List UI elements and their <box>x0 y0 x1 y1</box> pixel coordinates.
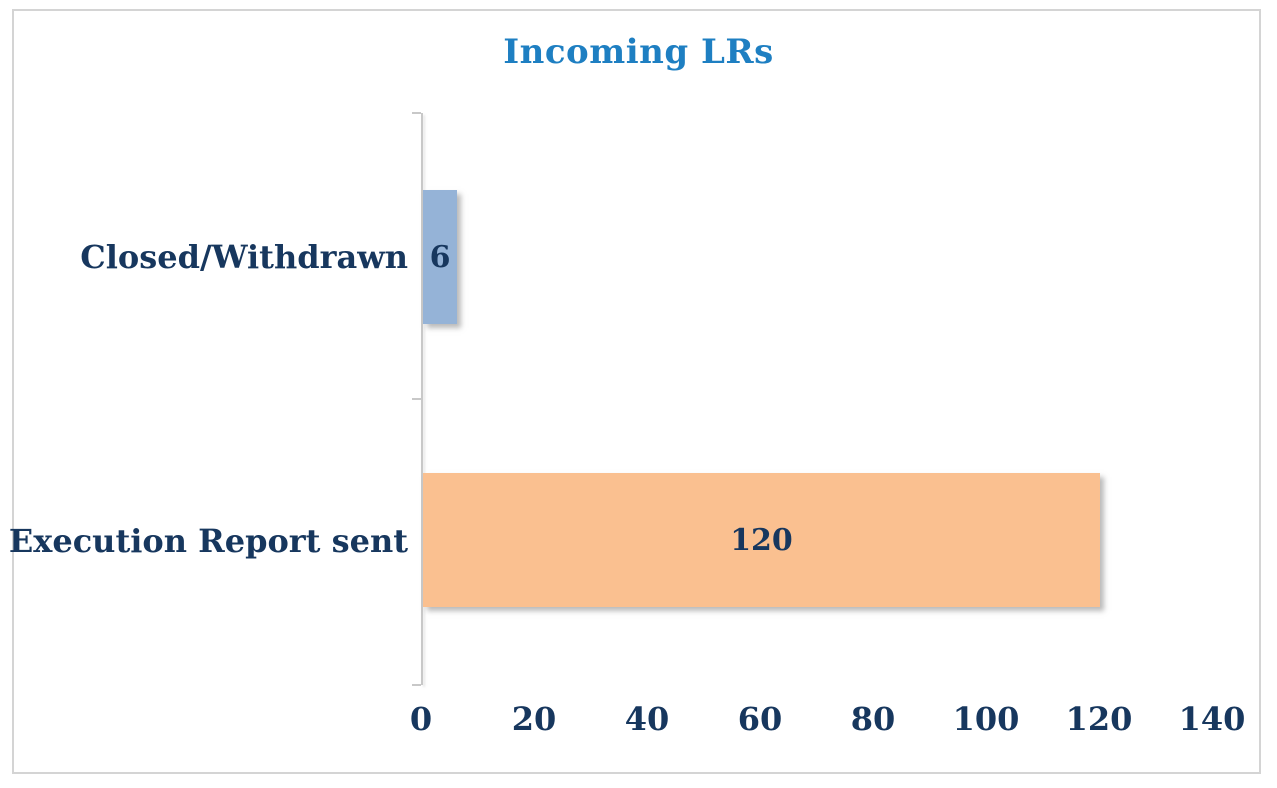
axis-tick <box>412 684 421 686</box>
x-tick-label: 100 <box>952 700 1020 738</box>
bar-value-label: 6 <box>429 239 451 275</box>
category-label-closed-withdrawn: Closed/Withdrawn <box>80 238 408 276</box>
category-axis-line <box>421 113 423 685</box>
x-tick-label: 0 <box>409 700 433 738</box>
x-tick-label: 80 <box>850 700 896 738</box>
x-tick-label: 120 <box>1065 700 1133 738</box>
x-tick-label: 20 <box>511 700 557 738</box>
chart-border-frame <box>12 9 1261 774</box>
bar-value-label: 120 <box>730 522 793 558</box>
bar-execution-report-sent: 120 <box>423 473 1100 607</box>
x-tick-label: 40 <box>624 700 670 738</box>
category-label-execution-report-sent: Execution Report sent <box>8 522 408 560</box>
category-axis-labels: Closed/Withdrawn Execution Report sent <box>0 0 408 788</box>
axis-tick <box>412 398 421 400</box>
bar-closed-withdrawn: 6 <box>423 190 457 324</box>
x-tick-label: 60 <box>737 700 783 738</box>
chart-title: Incoming LRs <box>503 32 774 72</box>
x-tick-label: 140 <box>1178 700 1246 738</box>
axis-tick <box>412 112 421 114</box>
